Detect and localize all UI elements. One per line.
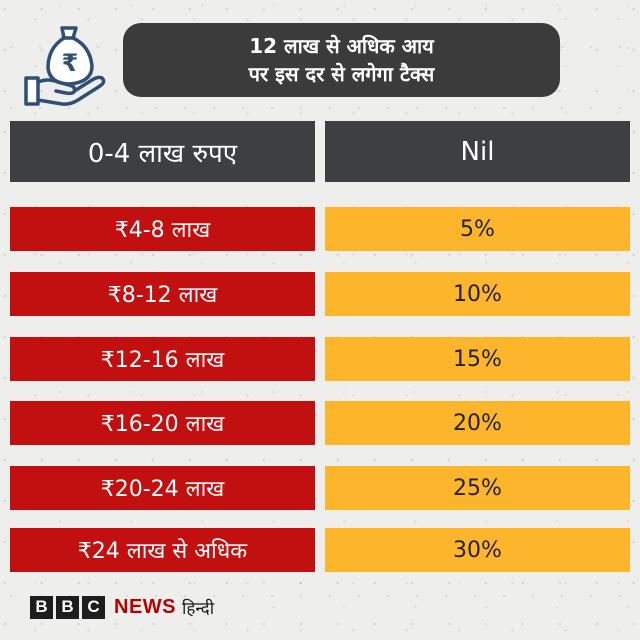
svg-text:₹: ₹ (62, 49, 79, 77)
table-row: ₹24 लाख से अधिक 30% (10, 528, 630, 572)
income-cell: ₹20-24 लाख (10, 466, 315, 510)
table-row: ₹20-24 लाख 25% (10, 466, 630, 510)
bbc-letter-b2: B (56, 595, 79, 619)
bbc-letter-c: C (82, 595, 105, 619)
income-cell: 0-4 लाख रुपए (10, 121, 315, 182)
table-row: ₹4-8 लाख 5% (10, 207, 630, 251)
news-label: NEWS (114, 595, 176, 618)
bbc-letter-b1: B (30, 595, 53, 619)
rate-cell: 10% (325, 272, 630, 316)
table-row: ₹16-20 लाख 20% (10, 401, 630, 445)
title-line-1: 12 लाख से अधिक आय (249, 34, 434, 58)
rate-cell: 30% (325, 528, 630, 572)
rate-cell: 25% (325, 466, 630, 510)
income-cell: ₹8-12 लाख (10, 272, 315, 316)
title-banner: 12 लाख से अधिक आय पर इस दर से लगेगा टैक्… (123, 23, 560, 97)
income-cell: ₹16-20 लाख (10, 401, 315, 445)
language-label: हिन्दी (182, 598, 215, 619)
bbc-news-hindi-logo: B B C NEWS हिन्दी (30, 594, 214, 620)
title-line-2: पर इस दर से लगेगा टैक्स (248, 62, 435, 86)
rate-cell: 20% (325, 401, 630, 445)
table-header-row: 0-4 लाख रुपए Nil (10, 121, 630, 182)
table-row: ₹12-16 लाख 15% (10, 337, 630, 381)
income-cell: ₹12-16 लाख (10, 337, 315, 381)
rate-cell: Nil (325, 121, 630, 182)
table-row: ₹8-12 लाख 10% (10, 272, 630, 316)
rate-cell: 5% (325, 207, 630, 251)
income-cell: ₹4-8 लाख (10, 207, 315, 251)
rupee-money-bag-hand-icon: ₹ (18, 18, 114, 114)
income-cell: ₹24 लाख से अधिक (10, 528, 315, 572)
rate-cell: 15% (325, 337, 630, 381)
